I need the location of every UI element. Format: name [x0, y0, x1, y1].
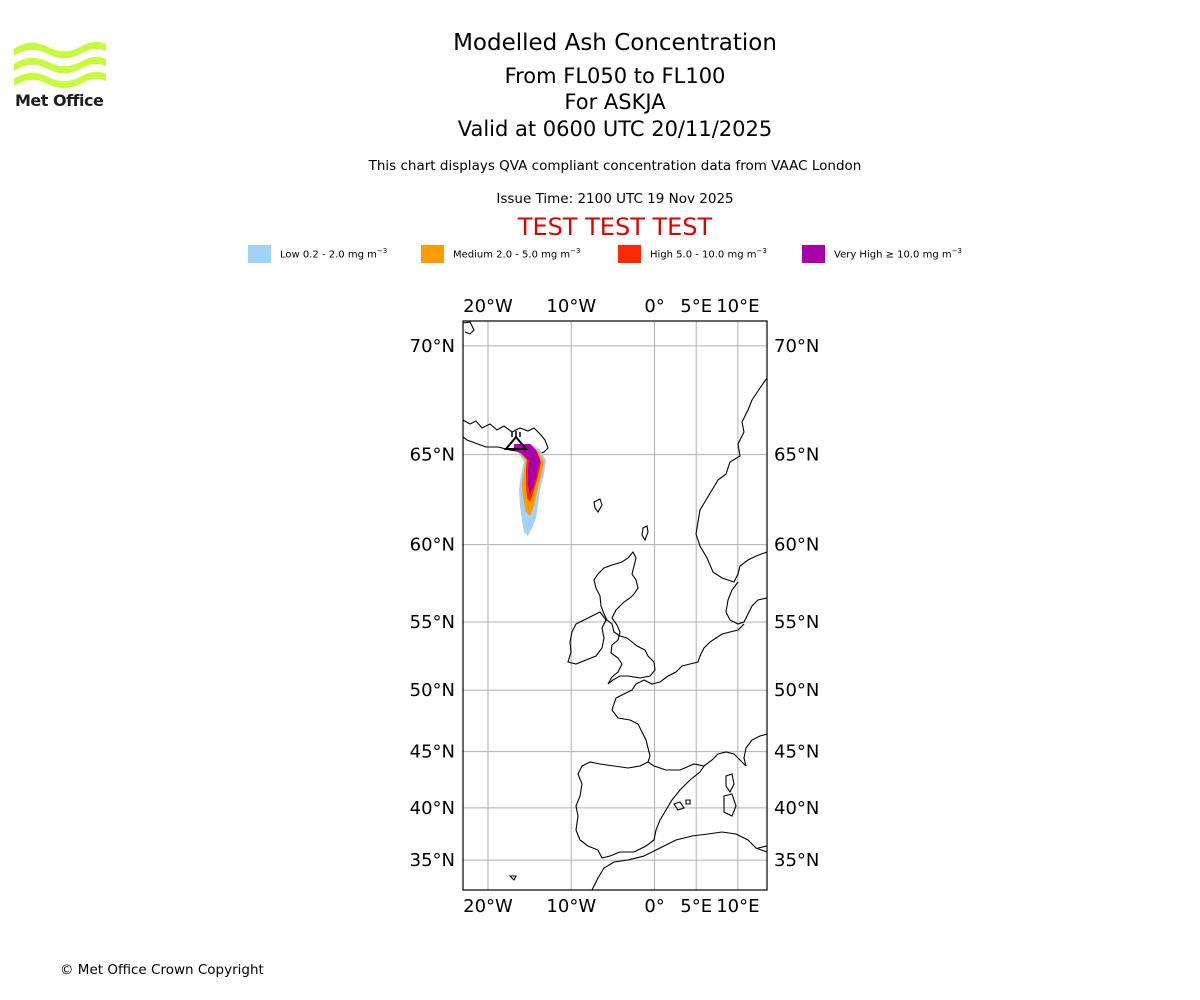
copyright-notice: © Met Office Crown Copyright [60, 962, 264, 978]
chart-title: Modelled Ash Concentration [453, 30, 777, 56]
legend-exp-very-high: −3 [951, 247, 962, 256]
plume-high [516, 446, 541, 502]
lon-label-bottom: 20°W [463, 896, 513, 917]
map-background [463, 321, 767, 890]
met-office-logo [14, 41, 106, 89]
axis-tick-labels: 20°W20°W10°W10°W0°0°5°E5°E10°E10°E70°N 70… [410, 296, 820, 917]
legend-exp-medium: −3 [570, 247, 581, 256]
issue-time: Issue Time: 2100 UTC 19 Nov 2025 [496, 191, 734, 207]
legend-low: Low 0.2 - 2.0 mg m−3 [248, 245, 387, 263]
legend-label-very-high: Very High ≥ 10.0 mg m [834, 249, 952, 261]
lon-label-top: 10°W [546, 296, 596, 317]
legend-high: High 5.0 - 10.0 mg m−3 [618, 245, 767, 263]
lat-label-right: 35°N [774, 850, 819, 871]
volcano-marker-plume-icon [511, 431, 521, 437]
legend-label-medium: Medium 2.0 - 5.0 mg m [453, 249, 571, 261]
coastline-italy [743, 733, 767, 767]
coastline-north-africa [591, 831, 767, 890]
lat-label-right: 55°N [774, 612, 819, 633]
lon-label-top: 5°E [680, 296, 712, 317]
lon-label-bottom: 0° [644, 896, 664, 917]
lat-label-left: 65°N [410, 445, 455, 466]
lat-label-right: 50°N [774, 680, 819, 701]
legend-exp-low: −3 [376, 247, 388, 256]
coastline-sardinia [723, 793, 737, 817]
compliance-note: This chart displays QVA compliant concen… [368, 158, 862, 174]
legend-swatch-very-high [802, 245, 825, 263]
coastline-shetland [641, 525, 649, 542]
coastline-ireland [567, 611, 607, 665]
legend-swatch-medium [421, 245, 444, 263]
lat-label-left: 35°N [410, 850, 455, 871]
plume-very-high [514, 444, 540, 494]
legend-swatch-high [618, 245, 641, 263]
lon-label-bottom: 5°E [680, 896, 712, 917]
legend-very-high: Very High ≥ 10.0 mg m−3 [802, 245, 962, 263]
coastline-faroe [593, 498, 603, 513]
lat-label-left: 70°N [410, 336, 455, 357]
volcano-name: For ASKJA [564, 90, 666, 114]
map-frame [462, 320, 768, 891]
ash-plume [514, 444, 546, 536]
coastline-iberia [575, 761, 705, 859]
lat-label-right: 70°N [774, 336, 819, 357]
volcano-marker-icon [503, 435, 529, 450]
coastline-great-britain [593, 551, 656, 685]
coastline-balearic-2 [685, 799, 691, 805]
flight-level-range: From FL050 to FL100 [504, 64, 726, 88]
lon-label-bottom: 10°W [546, 896, 596, 917]
lat-label-right: 40°N [774, 798, 819, 819]
lon-label-top: 0° [644, 296, 664, 317]
lat-label-left: 50°N [410, 680, 455, 701]
coastline-denmark [725, 581, 767, 625]
legend-medium: Medium 2.0 - 5.0 mg m−3 [421, 245, 580, 263]
test-banner: TEST TEST TEST [517, 213, 713, 241]
lat-label-left: 55°N [410, 612, 455, 633]
coastline-north-sea [611, 623, 745, 763]
lat-label-right: 45°N [774, 742, 819, 763]
coastline-canary [508, 875, 517, 881]
coastline-corsica [725, 773, 735, 794]
coastline-mediterranean-france [703, 751, 747, 767]
plume-low [516, 444, 546, 536]
legend-label-high: High 5.0 - 10.0 mg m [650, 249, 757, 261]
lat-label-left: 40°N [410, 798, 455, 819]
coastline-iceland [463, 419, 549, 456]
plume-medium [516, 446, 544, 516]
lon-label-top: 10°E [716, 296, 759, 317]
legend-exp-high: −3 [756, 247, 767, 256]
valid-time: Valid at 0600 UTC 20/11/2025 [457, 117, 773, 141]
coastline-norway [695, 377, 767, 583]
lon-label-bottom: 10°E [716, 896, 759, 917]
coastline-sicily [757, 845, 767, 849]
coastline-balearic [673, 801, 685, 811]
lat-label-left: 45°N [410, 742, 455, 763]
graticule [463, 321, 767, 890]
lat-label-right: 65°N [774, 445, 819, 466]
coastline-greenland [463, 321, 475, 335]
lon-label-top: 20°W [463, 296, 513, 317]
coastlines [463, 321, 767, 890]
legend-label-low: Low 0.2 - 2.0 mg m [280, 249, 377, 261]
lat-label-left: 60°N [410, 535, 455, 556]
met-office-wordmark: Met Office [15, 91, 104, 110]
legend-swatch-low [248, 245, 271, 263]
lat-label-right: 60°N [774, 535, 819, 556]
